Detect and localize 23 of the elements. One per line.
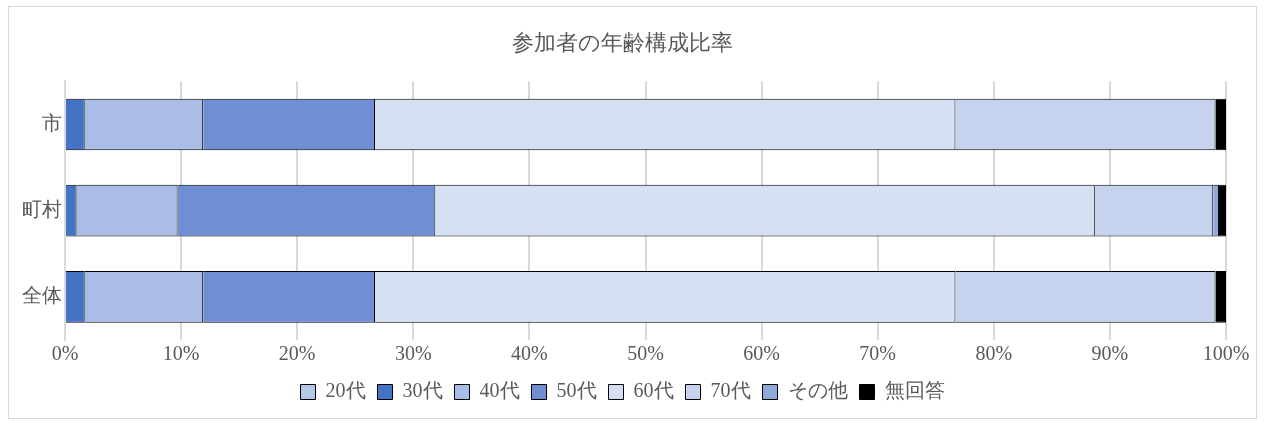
x-tick-label: 20% bbox=[278, 342, 316, 365]
y-tick-label: 町村 bbox=[22, 197, 62, 220]
legend-label: 60代 bbox=[633, 379, 674, 402]
y-tick-label: 全体 bbox=[22, 284, 62, 307]
x-tick-label: 80% bbox=[975, 342, 1013, 365]
chart-title: 参加者の年齢構成比率 bbox=[512, 29, 733, 55]
y-tick-label: 市 bbox=[42, 111, 62, 134]
x-tick-label: 100% bbox=[1202, 342, 1250, 365]
legend-label: その他 bbox=[787, 379, 848, 402]
legend-label: 50代 bbox=[556, 379, 597, 402]
legend-label: 40代 bbox=[479, 379, 520, 402]
x-tick-label: 70% bbox=[859, 342, 897, 365]
x-tick-label: 0% bbox=[51, 342, 79, 365]
legend-label: 20代 bbox=[325, 379, 366, 402]
x-tick-label: 40% bbox=[511, 342, 548, 365]
legend-label: 無回答 bbox=[884, 379, 945, 402]
x-tick-label: 30% bbox=[394, 342, 432, 365]
x-tick-label: 10% bbox=[162, 342, 200, 365]
x-tick-label: 60% bbox=[743, 342, 780, 365]
legend-label: 30代 bbox=[402, 379, 443, 402]
legend-label: 70代 bbox=[710, 379, 751, 402]
x-tick-label: 90% bbox=[1091, 342, 1129, 365]
x-tick-label: 50% bbox=[627, 342, 664, 365]
